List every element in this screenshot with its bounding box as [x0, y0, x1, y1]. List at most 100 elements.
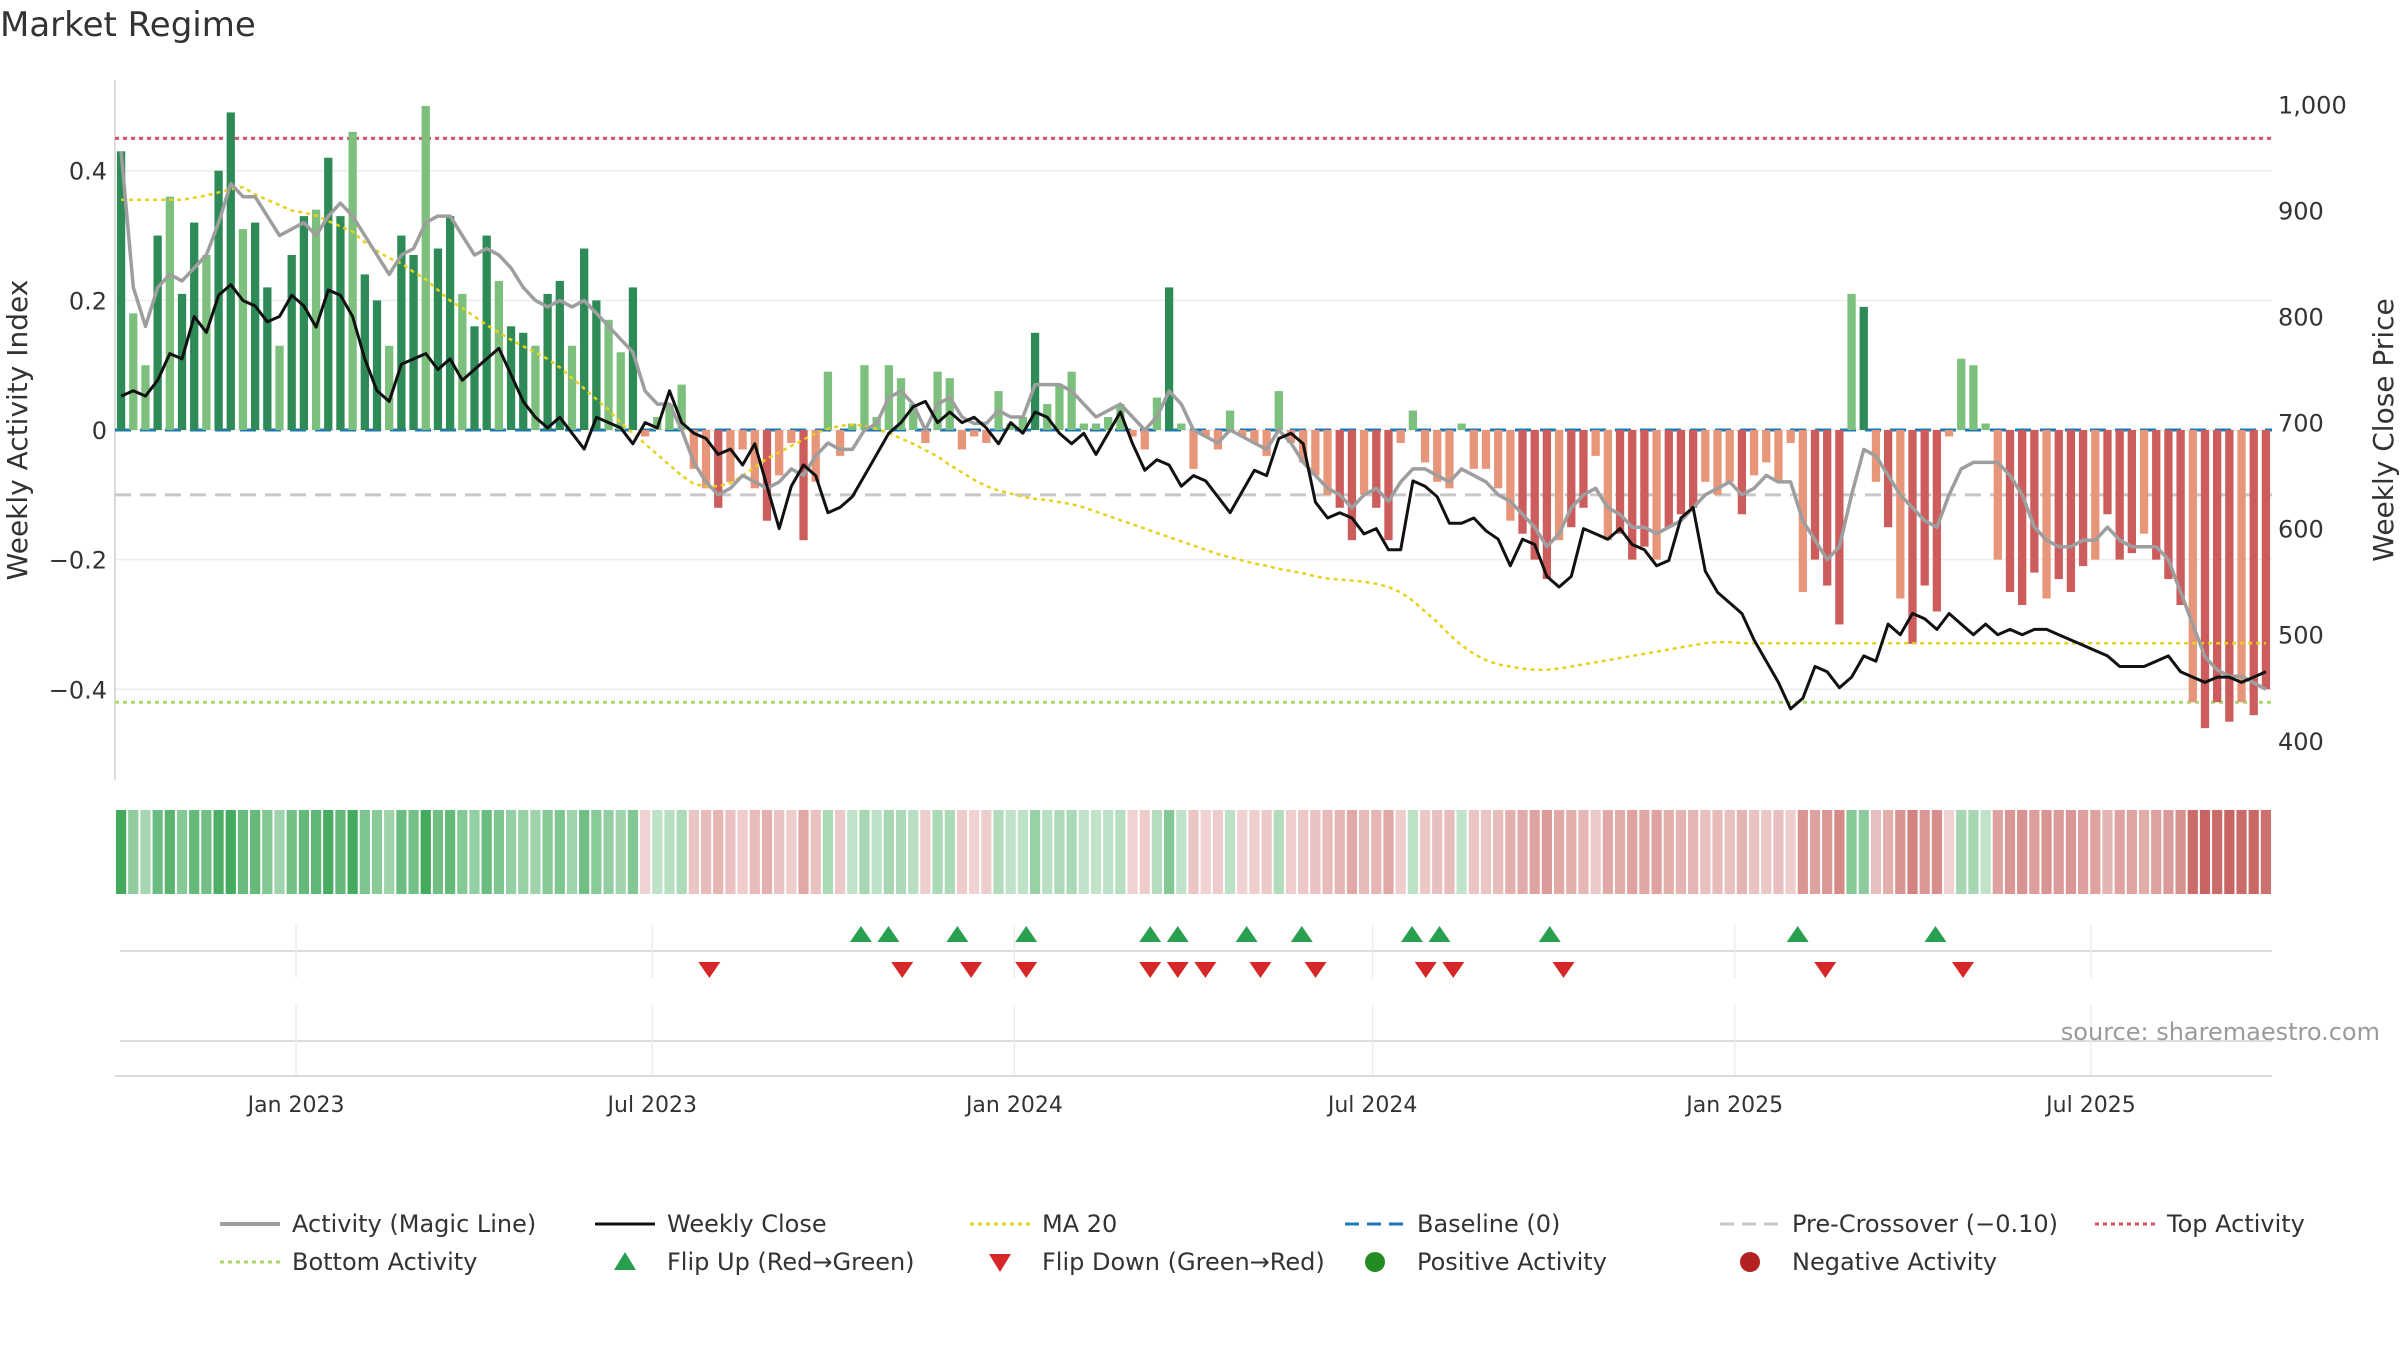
activity-bar [1323, 430, 1332, 495]
activity-bar [957, 430, 967, 450]
activity-bar [1713, 430, 1722, 495]
activity-bar [1189, 430, 1198, 469]
regime-strip-cell [286, 810, 297, 894]
activity-bar [519, 332, 528, 430]
activity-bar [129, 313, 138, 430]
x-tick-label: Jan 2024 [964, 1093, 1063, 1118]
regime-strip-cell [1017, 810, 1029, 894]
regime-strip-cell [591, 810, 602, 894]
regime-strip-cell [859, 810, 870, 894]
activity-bar [1140, 430, 1149, 450]
activity-bar [1506, 430, 1515, 521]
regime-strip-cell [1212, 810, 1223, 894]
activity-bar [2042, 430, 2051, 599]
regime-strip-cell [725, 810, 736, 894]
legend: Activity (Magic Line) Weekly Close MA 20 Ba… [220, 1210, 2305, 1276]
regime-strip-cell [1310, 810, 1321, 894]
regime-strip-cell [1663, 810, 1674, 894]
regime-strip-cell [676, 810, 687, 894]
x-tick-label: Jan 2025 [1684, 1093, 1783, 1118]
regime-strip-cell [1529, 810, 1540, 894]
activity-bar [385, 345, 394, 430]
regime-strip-cell [1785, 810, 1796, 894]
regime-strip-cell [713, 810, 724, 894]
activity-bar [251, 222, 260, 430]
regime-strip-cell [1883, 810, 1894, 894]
regime-strip-cell [834, 810, 846, 894]
activity-bar [1433, 430, 1442, 482]
regime-strip-cell [432, 810, 444, 894]
activity-bars [116, 105, 2271, 729]
x-axis: Jan 2023 Jul 2023 Jan 2024 Jul 2024 Jan 2025… [115, 925, 2272, 1118]
legend-label: Pre-Crossover (−0.10) [1792, 1210, 2058, 1238]
regime-strip-cell [1980, 810, 1991, 894]
flip-down-marker [1139, 962, 1162, 978]
regime-strip-cell [298, 810, 310, 894]
regime-strip-cell [664, 810, 675, 894]
flip-markers [120, 926, 2272, 1042]
regime-strip-cell [1590, 810, 1601, 894]
activity-bar [1067, 371, 1076, 430]
activity-bar [543, 293, 552, 430]
regime-strip-cell [1444, 810, 1455, 894]
regime-strip-cell [1968, 810, 1979, 894]
regime-strip-cell [1822, 810, 1833, 894]
source-note: source: sharemaestro.com [2061, 1018, 2380, 1046]
activity-bar [1798, 430, 1807, 593]
regime-strip-cell [2029, 810, 2040, 894]
activity-bar [1225, 410, 1235, 430]
activity-bar [677, 384, 686, 430]
regime-strip-cell [1188, 810, 1199, 894]
activity-bar [860, 365, 869, 430]
regime-strip-cell [1127, 810, 1138, 894]
regime-strip-cell [652, 810, 663, 894]
regime-strip-cell [2212, 810, 2223, 894]
activity-bar [787, 430, 796, 443]
regime-strip-cell [1029, 810, 1041, 894]
regime-strip-cell [1566, 810, 1577, 894]
activity-bar [2249, 430, 2258, 716]
regime-strip-cell [2126, 810, 2137, 894]
flip-up-marker [1290, 926, 1313, 942]
regime-strip-cell [1712, 810, 1723, 894]
activity-bar [470, 326, 479, 430]
activity-bar [555, 280, 564, 430]
regime-strip-cell [542, 810, 553, 894]
regime-strip-cell [1614, 810, 1626, 894]
regime-strip-cell [2163, 810, 2174, 894]
regime-strip-cell [774, 810, 785, 894]
activity-bar [1091, 423, 1101, 430]
left-axis-label: Weekly Activity Index [1, 280, 34, 581]
regime-strip-cell [932, 810, 943, 894]
activity-bar [1628, 430, 1637, 560]
regime-strip-cell [1505, 810, 1516, 894]
activity-bar [1384, 430, 1393, 541]
regime-strip-cell [457, 810, 468, 894]
activity-bar [1664, 430, 1673, 528]
activity-bar [933, 371, 942, 430]
left-tick-label: 0.2 [69, 287, 107, 315]
legend-label: Flip Down (Green→Red) [1042, 1248, 1325, 1276]
flip-down-marker [1414, 962, 1437, 978]
regime-strip-cell [944, 810, 955, 894]
regime-strip-cell [1846, 810, 1857, 894]
activity-bar [1676, 430, 1686, 515]
activity-bar [409, 255, 418, 430]
activity-bar [1262, 430, 1271, 456]
activity-bar [945, 378, 954, 430]
left-axis: 0.4 0.2 0 −0.2 −0.4 [49, 158, 107, 705]
activity-bar [1177, 423, 1186, 430]
regime-strip-cell [1834, 810, 1845, 894]
flip-up-marker [1166, 926, 1189, 942]
regime-strip-cell [1480, 810, 1492, 894]
regime-strip-cell [969, 810, 980, 894]
regime-strip-cell [225, 810, 236, 894]
regime-strip-cell [2053, 810, 2064, 894]
activity-bar [592, 300, 601, 430]
activity-bar [1030, 332, 1040, 430]
flip-up-marker [1139, 926, 1162, 942]
flip-up-marker [1538, 926, 1561, 942]
regime-strip-cell [1103, 810, 1114, 894]
regime-strip-cell [152, 810, 163, 894]
regime-strip-cell [1919, 810, 1930, 894]
